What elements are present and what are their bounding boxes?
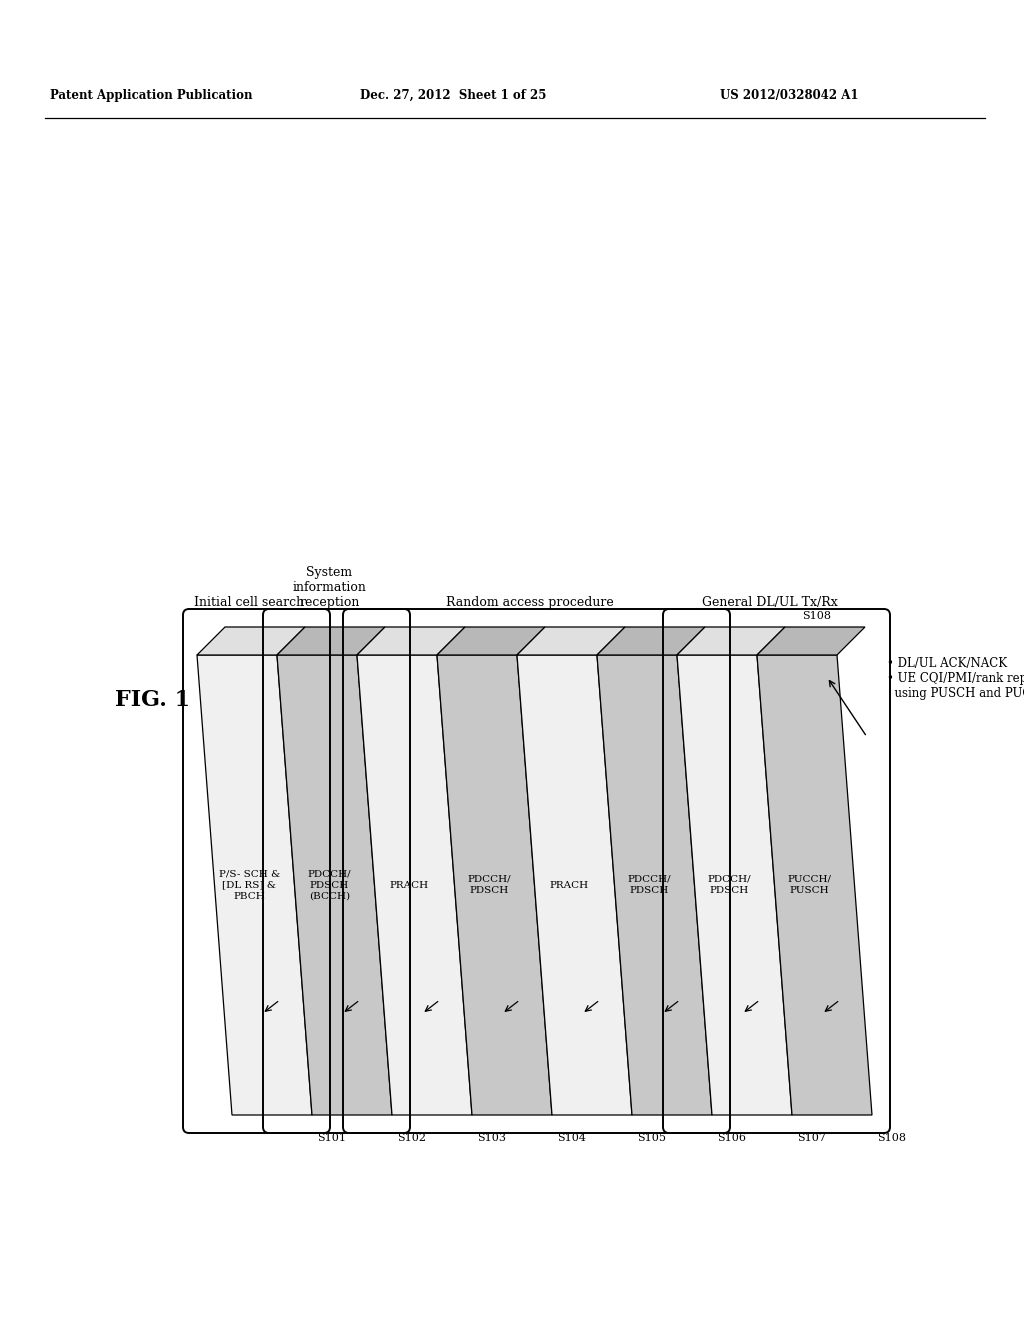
Text: S108: S108: [802, 611, 831, 620]
Text: Initial cell search: Initial cell search: [195, 597, 304, 609]
Text: PDCCH/
PDSCH: PDCCH/ PDSCH: [628, 875, 672, 895]
Polygon shape: [278, 627, 385, 655]
Text: PDCCH/
PDSCH
(BCCH): PDCCH/ PDSCH (BCCH): [307, 870, 351, 900]
Text: PDCCH/
PDSCH: PDCCH/ PDSCH: [708, 875, 752, 895]
Polygon shape: [357, 655, 472, 1115]
Polygon shape: [357, 627, 465, 655]
Text: System
information
reception: System information reception: [293, 566, 367, 609]
Text: General DL/UL Tx/Rx: General DL/UL Tx/Rx: [701, 597, 838, 609]
Polygon shape: [597, 655, 712, 1115]
Text: S102: S102: [397, 1133, 426, 1143]
Text: S106: S106: [717, 1133, 746, 1143]
Polygon shape: [278, 655, 392, 1115]
Text: S105: S105: [637, 1133, 666, 1143]
Polygon shape: [517, 627, 625, 655]
Polygon shape: [597, 627, 705, 655]
Text: • DL/UL ACK/NACK
• UE CQI/PMI/rank reporting
  using PUSCH and PUCCH: • DL/UL ACK/NACK • UE CQI/PMI/rank repor…: [887, 657, 1024, 700]
Text: PRACH: PRACH: [550, 880, 589, 890]
Text: PRACH: PRACH: [390, 880, 429, 890]
Text: P/S- SCH &
[DL RS] &
PBCH: P/S- SCH & [DL RS] & PBCH: [219, 870, 281, 900]
Polygon shape: [677, 627, 785, 655]
Text: S107: S107: [797, 1133, 826, 1143]
Polygon shape: [757, 655, 872, 1115]
Text: PUCCH/
PUSCH: PUCCH/ PUSCH: [787, 875, 831, 895]
Text: S103: S103: [477, 1133, 506, 1143]
Polygon shape: [517, 655, 632, 1115]
Text: US 2012/0328042 A1: US 2012/0328042 A1: [720, 88, 858, 102]
Text: Patent Application Publication: Patent Application Publication: [50, 88, 253, 102]
Polygon shape: [197, 655, 312, 1115]
Text: S108: S108: [877, 1133, 906, 1143]
Text: S104: S104: [557, 1133, 586, 1143]
Text: FIG. 1: FIG. 1: [115, 689, 190, 711]
Text: Random access procedure: Random access procedure: [445, 597, 613, 609]
Text: PDCCH/
PDSCH: PDCCH/ PDSCH: [468, 875, 511, 895]
Polygon shape: [677, 655, 792, 1115]
Polygon shape: [437, 627, 545, 655]
Text: Dec. 27, 2012  Sheet 1 of 25: Dec. 27, 2012 Sheet 1 of 25: [360, 88, 547, 102]
Polygon shape: [197, 627, 305, 655]
Polygon shape: [757, 627, 865, 655]
Polygon shape: [437, 655, 552, 1115]
Text: S101: S101: [317, 1133, 346, 1143]
